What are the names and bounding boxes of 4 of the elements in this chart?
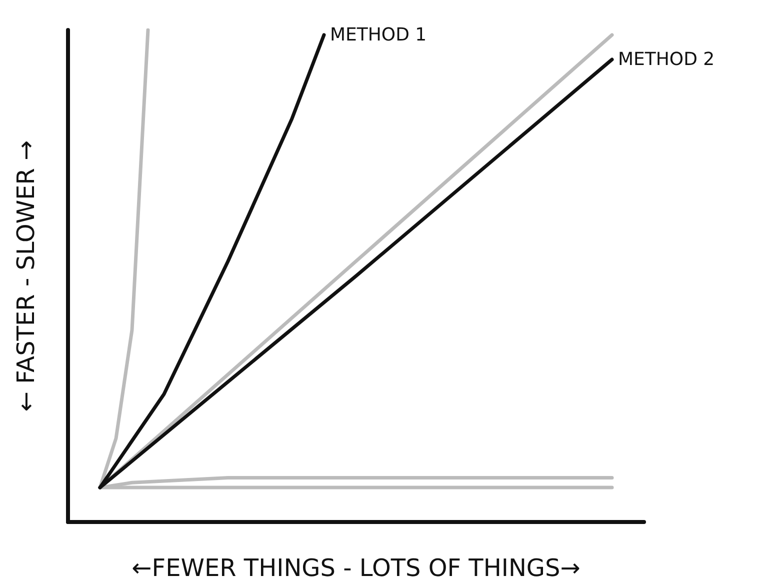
series-label: METHOD 1	[330, 24, 427, 46]
x-axis-title: ←FEWER THINGS - LOTS OF THINGS→	[132, 554, 580, 582]
series-label: METHOD 2	[618, 49, 715, 70]
y-axis-title: ← FASTER - SLOWER →	[12, 140, 40, 412]
